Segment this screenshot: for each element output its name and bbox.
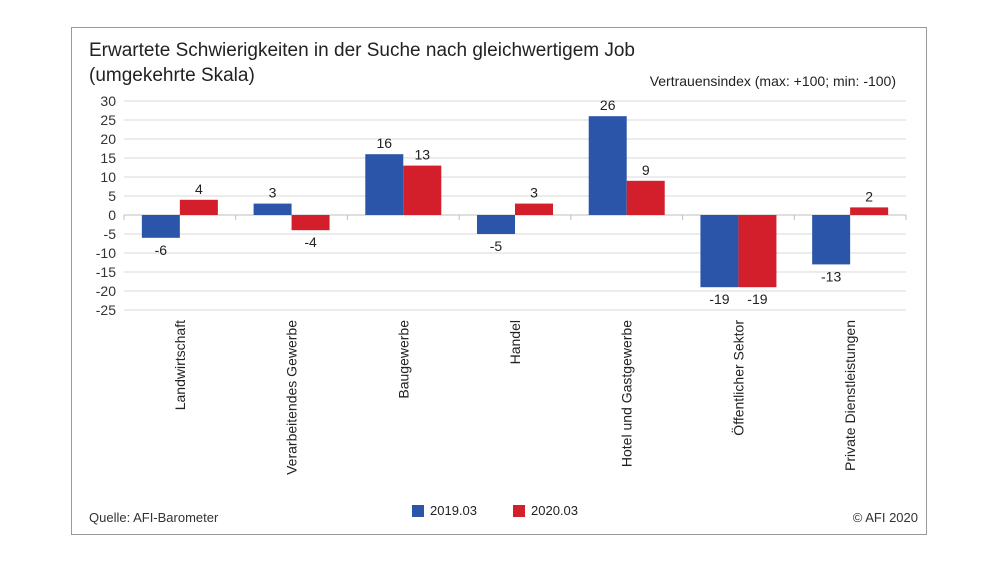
legend-swatch-2020 xyxy=(513,504,525,517)
data-label: -13 xyxy=(821,268,841,284)
y-tick-label: 0 xyxy=(108,207,116,223)
data-label: 9 xyxy=(642,162,650,178)
bar-2019 xyxy=(588,116,627,215)
bar-2020 xyxy=(291,215,330,231)
chart-frame xyxy=(71,27,927,535)
y-tick-label: 30 xyxy=(100,93,116,109)
y-tick-label: 5 xyxy=(108,188,116,204)
data-label: -5 xyxy=(490,238,503,254)
y-tick-label: -10 xyxy=(96,245,116,261)
x-tick-label: Landwirtschaft xyxy=(172,320,188,410)
legend-item-2019: 2019.03 xyxy=(412,503,477,518)
legend-item-2020: 2020.03 xyxy=(513,503,578,518)
data-label: 13 xyxy=(414,147,430,163)
y-tick-label: -15 xyxy=(96,264,116,280)
bar-2019 xyxy=(812,215,851,265)
chart-title-line-1: Erwartete Schwierigkeiten in der Suche n… xyxy=(89,40,635,61)
data-label: 2 xyxy=(865,188,873,204)
bar-2019 xyxy=(365,154,404,215)
data-label: 26 xyxy=(600,97,616,113)
data-label: -4 xyxy=(304,234,317,250)
source-note: Quelle: AFI-Barometer xyxy=(89,510,219,525)
data-label: 4 xyxy=(195,181,203,197)
legend-swatch-2019 xyxy=(412,504,424,517)
bar-2019 xyxy=(477,215,515,234)
x-tick-label: Baugewerbe xyxy=(395,320,411,399)
chart-subtitle: Vertrauensindex (max: +100; min: -100) xyxy=(649,73,896,89)
y-tick-label: -20 xyxy=(96,283,116,299)
x-tick-label: Verarbeitendes Gewerbe xyxy=(284,320,300,475)
data-label: 3 xyxy=(269,185,277,201)
bar-2020 xyxy=(179,199,218,215)
y-tick-label: 15 xyxy=(100,150,116,166)
bar-2020 xyxy=(850,207,889,215)
bar-2019 xyxy=(253,203,292,215)
legend-label-2019: 2019.03 xyxy=(430,503,477,518)
copyright-note: © AFI 2020 xyxy=(852,510,918,525)
bar-2020 xyxy=(515,203,553,215)
data-label: -19 xyxy=(747,291,767,307)
bar-2020 xyxy=(738,215,777,288)
chart-title-line-2: (umgekehrte Skala) xyxy=(89,65,255,86)
x-tick-label: Private Dienstleistungen xyxy=(842,320,858,471)
legend: 2019.03 2020.03 xyxy=(412,503,578,518)
x-tick-label: Öffentlicher Sektor xyxy=(729,320,746,436)
bar-2020 xyxy=(403,165,442,215)
bar-2019 xyxy=(141,215,180,238)
y-tick-label: -5 xyxy=(104,226,117,242)
bar-2020 xyxy=(626,180,665,215)
x-tick-label: Hotel und Gastgewerbe xyxy=(619,320,635,467)
y-tick-label: 20 xyxy=(100,131,116,147)
y-tick-label: -25 xyxy=(96,302,116,318)
data-label: 3 xyxy=(530,185,538,201)
bar-2019 xyxy=(700,215,739,288)
chart-title: Erwartete Schwierigkeiten in der Suche n… xyxy=(89,38,729,88)
data-label: -19 xyxy=(709,291,729,307)
legend-label-2020: 2020.03 xyxy=(531,503,578,518)
x-tick-label: Handel xyxy=(507,320,523,364)
y-tick-label: 25 xyxy=(100,112,116,128)
data-label: -6 xyxy=(155,242,168,258)
y-tick-label: 10 xyxy=(100,169,116,185)
data-label: 16 xyxy=(376,135,392,151)
